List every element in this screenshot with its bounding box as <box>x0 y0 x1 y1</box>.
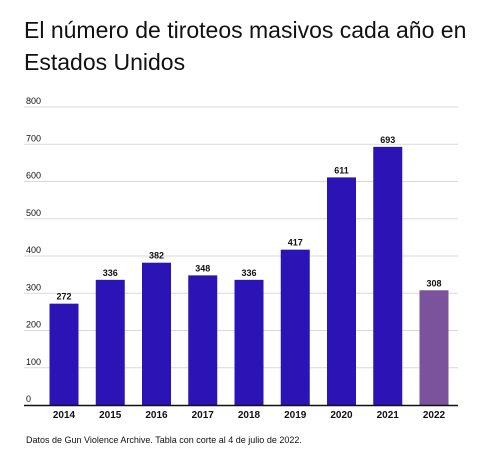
y-tick-label: 300 <box>26 282 41 292</box>
bar <box>142 262 171 405</box>
y-tick-label: 600 <box>26 171 41 181</box>
y-tick-label: 200 <box>26 320 41 330</box>
bar-value-label: 611 <box>334 165 349 175</box>
bars <box>49 146 449 406</box>
bar-value-label: 308 <box>426 278 441 288</box>
source-note: Datos de Gun Violence Archive. Tabla con… <box>26 435 302 445</box>
y-tick-label: 0 <box>26 394 31 404</box>
x-tick-label: 2021 <box>377 410 400 421</box>
bar-value-label: 382 <box>149 251 164 261</box>
x-tick-label: 2020 <box>330 410 353 421</box>
y-tick-label: 100 <box>26 357 41 367</box>
bar-value-label: 336 <box>241 268 256 278</box>
bar <box>373 146 403 406</box>
x-tick-label: 2022 <box>423 410 446 421</box>
x-tick-label: 2015 <box>99 410 122 421</box>
x-tick-label: 2017 <box>192 410 215 421</box>
y-tick-label: 400 <box>26 245 41 255</box>
bar <box>234 279 264 405</box>
chart-title: El número de tiroteos masivos cada año e… <box>24 17 467 75</box>
y-tick-label: 500 <box>26 208 41 218</box>
x-axis-tick-labels: 2014 2015 2016 2017 2018 2019 2020 2021 2022 <box>53 410 446 421</box>
bar <box>188 275 218 405</box>
bar-value-label: 348 <box>195 263 210 273</box>
bar <box>419 290 449 405</box>
data-labels: 272 336 382 348 336 417 611 693 308 <box>56 135 441 302</box>
bar-value-label: 272 <box>56 292 71 302</box>
bar <box>49 303 79 405</box>
bar-value-label: 417 <box>288 238 303 248</box>
bar <box>327 177 356 405</box>
x-tick-label: 2014 <box>53 410 76 421</box>
x-tick-label: 2018 <box>238 410 261 421</box>
x-tick-label: 2019 <box>284 410 307 421</box>
bar-value-label: 693 <box>380 135 395 145</box>
x-tick-label: 2016 <box>145 410 168 421</box>
y-axis-tick-labels: 0 100 200 300 400 500 600 700 800 <box>26 96 41 404</box>
bar-value-label: 336 <box>103 268 118 278</box>
y-tick-label: 800 <box>26 96 41 106</box>
bar <box>95 279 125 405</box>
y-tick-label: 700 <box>26 133 41 143</box>
bar <box>280 249 310 405</box>
